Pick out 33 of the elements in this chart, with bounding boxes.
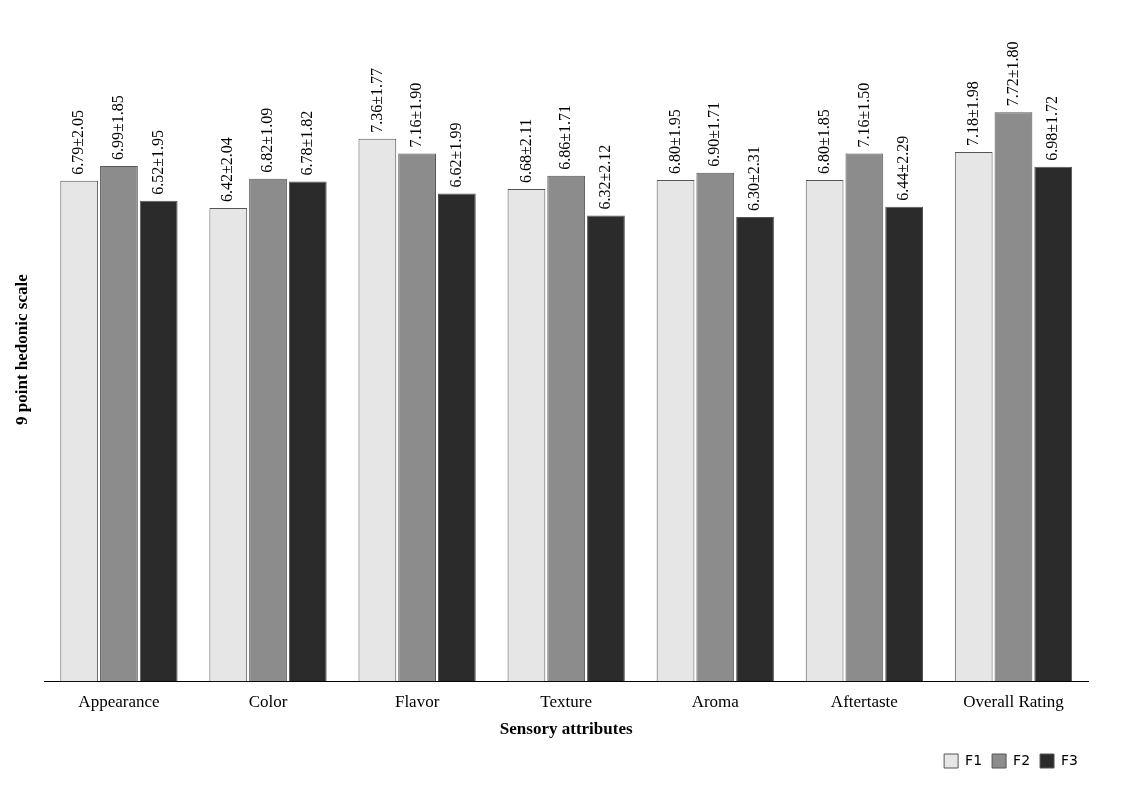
x-tick-label: Aftertaste [830, 691, 898, 711]
x-tick-label: Aroma [691, 691, 740, 711]
data-label: 7.16±1.90 [407, 82, 425, 148]
data-label: 6.80±1.95 [665, 109, 683, 175]
x-tick-label: Appearance [78, 691, 160, 711]
data-label: 6.78±1.82 [297, 110, 315, 176]
x-tick-label: Overall Rating [963, 691, 1065, 711]
x-tick-label: Color [248, 691, 288, 711]
data-label: 6.98±1.72 [1043, 96, 1061, 161]
x-tick-label: Texture [540, 691, 593, 711]
data-label: 6.79±2.05 [69, 110, 87, 175]
legend-label: F3 [1061, 751, 1079, 768]
data-label: 6.32±2.12 [596, 144, 614, 210]
legend-label: F1 [965, 751, 983, 768]
data-label: 6.68±2.11 [516, 118, 534, 183]
data-label: 6.62±1.99 [447, 122, 465, 188]
y-axis-title: 9 point hedonic scale [11, 273, 31, 425]
data-label: 6.44±2.29 [894, 135, 912, 201]
data-label: 6.52±1.95 [148, 129, 166, 195]
data-label: 7.36±1.77 [367, 68, 385, 133]
data-label: 7.16±1.50 [854, 82, 872, 148]
data-label: 6.30±2.31 [745, 146, 763, 211]
x-axis-title: Sensory attributes [499, 719, 633, 739]
data-label: 6.86±1.71 [556, 104, 574, 170]
data-label: 6.90±1.71 [705, 101, 723, 167]
data-label: 6.42±2.04 [218, 137, 236, 203]
data-label: 6.82±1.09 [258, 107, 276, 173]
data-label: 6.99±1.85 [109, 95, 127, 161]
data-label: 7.18±1.98 [963, 81, 981, 147]
x-tick-label: Flavor [394, 691, 440, 711]
data-label: 7.72±1.80 [1003, 41, 1021, 107]
legend-label: F2 [1013, 751, 1031, 768]
data-label: 6.80±1.85 [814, 109, 832, 175]
